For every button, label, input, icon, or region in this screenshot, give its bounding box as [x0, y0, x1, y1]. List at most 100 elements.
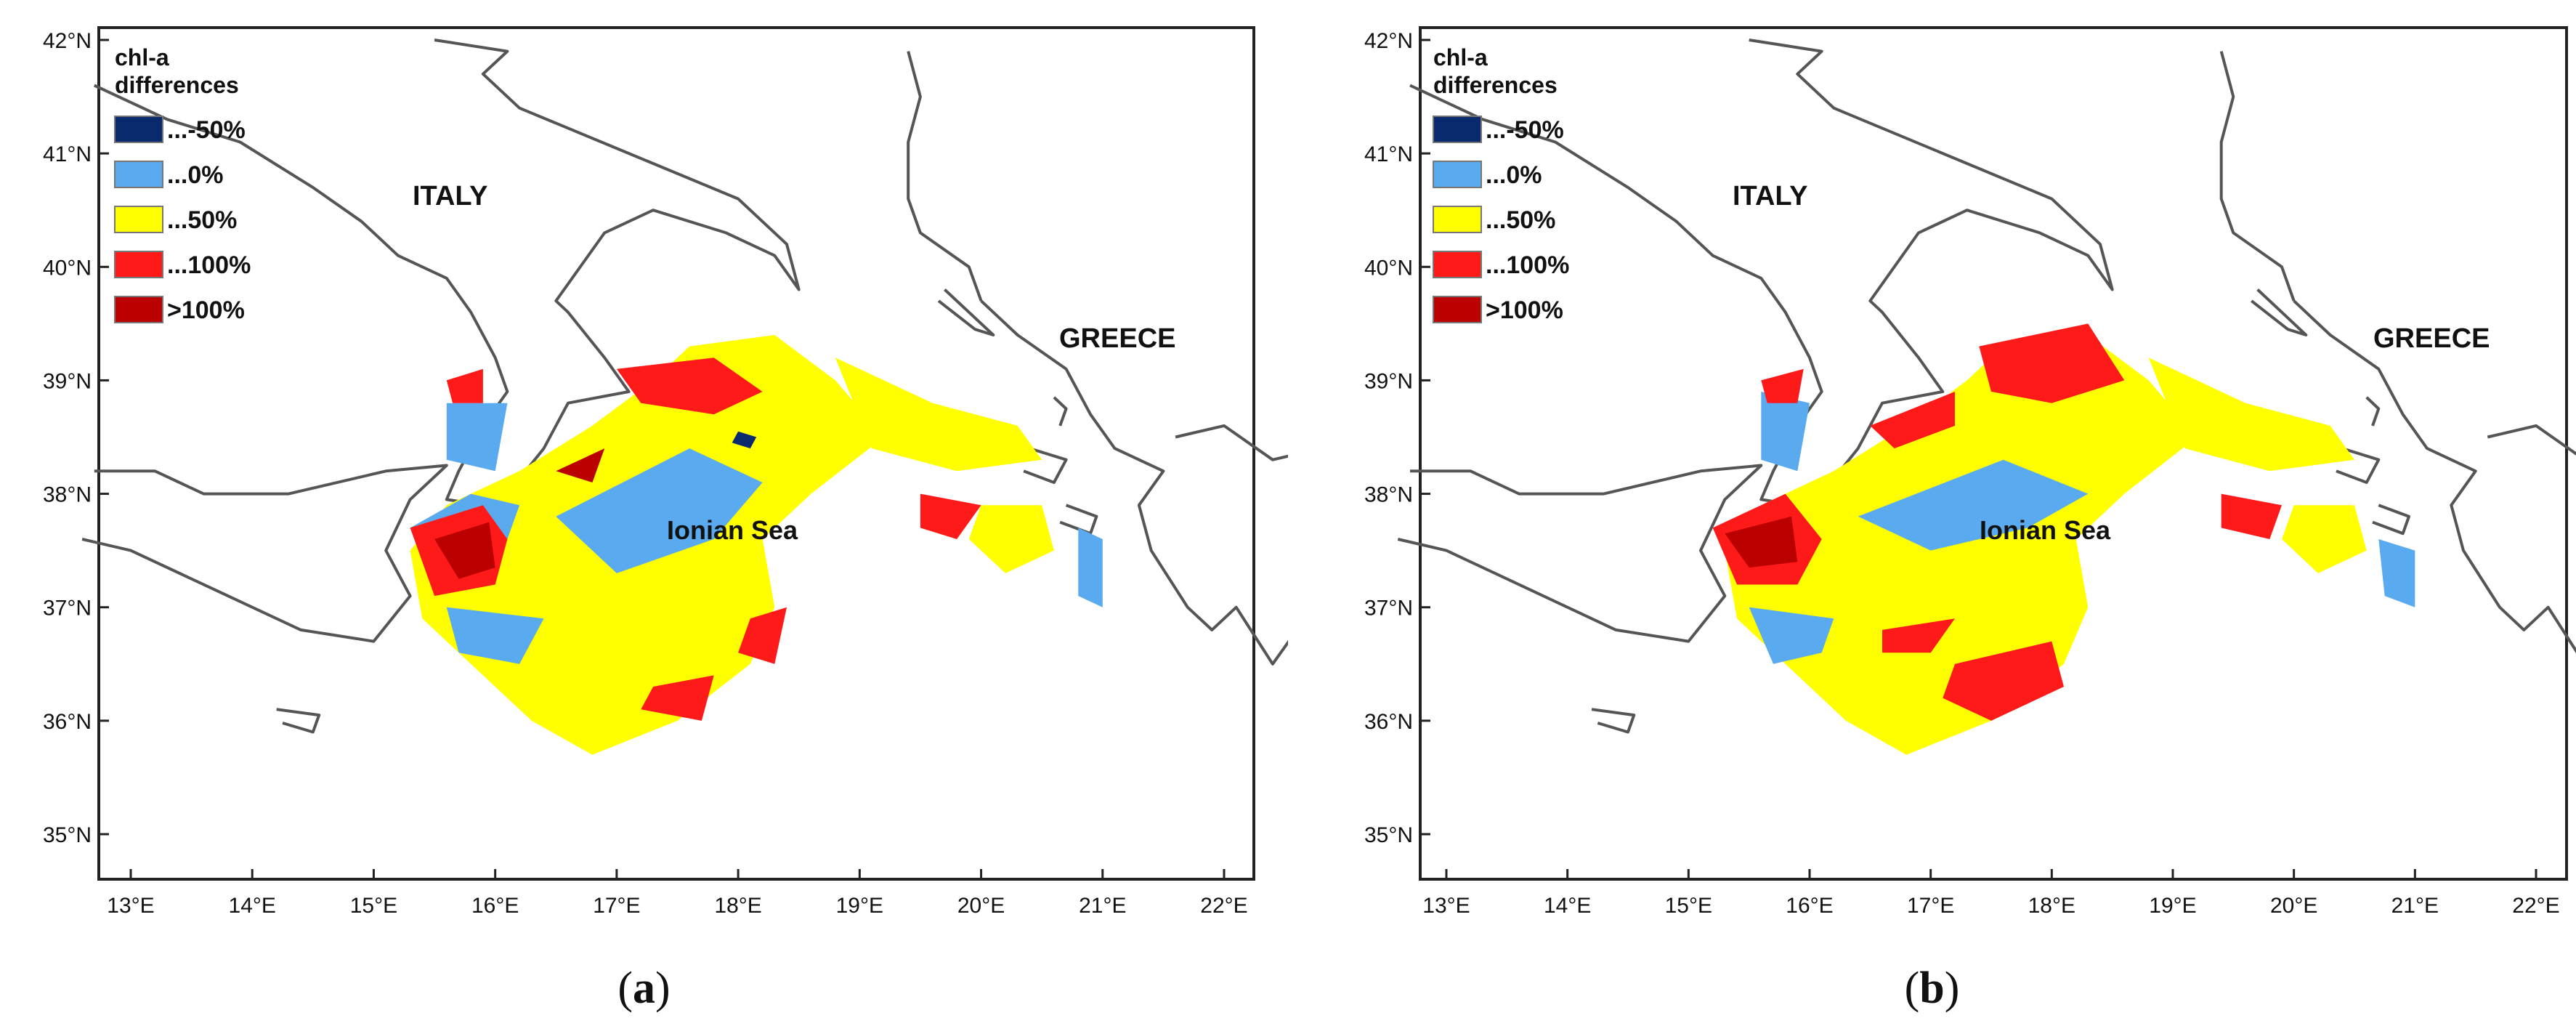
coastline — [81, 39, 1288, 734]
lat-tick-label: 38°N — [1364, 483, 1413, 507]
legend-swatch — [1433, 161, 1482, 188]
lon-tick-label: 13°E — [107, 894, 154, 918]
coastline-segment — [2219, 51, 2296, 302]
lon-tick-label: 16°E — [1786, 894, 1833, 918]
lon-tick-label: 19°E — [836, 894, 883, 918]
legend-item-label: ...-50% — [167, 116, 246, 144]
legend-item-label: >100% — [167, 296, 245, 324]
lat-tick-label: 41°N — [1364, 142, 1413, 166]
chl-difference-field — [1712, 323, 2415, 755]
red-region — [641, 675, 714, 721]
legend-item-label: ...100% — [1486, 251, 1569, 279]
legend-item-label: ...0% — [1486, 161, 1542, 189]
lon-tick-label: 17°E — [593, 894, 640, 918]
lon-tick-label: 13°E — [1422, 894, 1470, 918]
blue-region — [446, 607, 544, 664]
dark-red-region — [434, 522, 495, 579]
lat-tick-label: 40°N — [1364, 256, 1413, 280]
legend-swatch — [114, 161, 163, 188]
coastline-segment — [2336, 447, 2381, 484]
label-ionian-sea: Ionian Sea — [1980, 515, 2111, 545]
lat-tick-label: 37°N — [1364, 597, 1413, 621]
latitude-axis: 42°N 41°N 40°N 39°N 38°N 37°N 36°N 35°N — [1364, 29, 1430, 847]
red-region — [920, 493, 981, 539]
legend-item-label: ...0% — [167, 161, 223, 189]
legend-title-line1: chl-a — [1433, 44, 1488, 70]
coastline-segment — [2251, 288, 2308, 336]
latitude-axis: 42°N 41°N 40°N 39°N 38°N 37°N 36°N 35°N — [43, 29, 109, 847]
lon-tick-label: 22°E — [1200, 894, 1247, 918]
coastline-segment — [1023, 447, 1068, 484]
lon-tick-label: 20°E — [957, 894, 1005, 918]
blue-region — [1858, 459, 2089, 551]
longitude-axis: 13°E 14°E 15°E 16°E 17°E 18°E 19°E 20°E 21°E 22°E — [107, 869, 1248, 918]
legend-item-label: ...50% — [1486, 206, 1555, 234]
red-region — [1870, 392, 1955, 449]
caption-a: (a) — [617, 964, 671, 1013]
lon-tick-label: 14°E — [1544, 894, 1591, 918]
legend-item-label: ...50% — [167, 206, 237, 234]
lon-tick-label: 18°E — [714, 894, 761, 918]
lon-tick-label: 18°E — [2028, 894, 2075, 918]
lon-tick-label: 17°E — [1907, 894, 1954, 918]
label-italy: ITALY — [1733, 181, 1807, 211]
label-greece: GREECE — [2373, 323, 2490, 354]
legend-swatch — [1433, 116, 1482, 143]
lon-tick-label: 16°E — [471, 894, 519, 918]
lon-tick-label: 14°E — [229, 894, 276, 918]
legend-swatch — [114, 251, 163, 278]
lat-tick-label: 35°N — [1364, 823, 1413, 847]
coastline-segment — [937, 288, 995, 336]
red-region — [1761, 368, 1804, 403]
map-panel-b: chl-a differences ...-50% ...0% ...50% ...100… — [1288, 0, 2576, 1034]
lat-tick-label: 39°N — [1364, 369, 1413, 393]
blue-region — [556, 448, 763, 573]
chl-difference-field — [410, 335, 1103, 755]
blue-region — [1761, 392, 1810, 472]
red-region — [1882, 618, 1955, 653]
coastline-segment — [2365, 396, 2381, 427]
red-region — [2221, 493, 2282, 539]
longitude-axis: 13°E 14°E 15°E 16°E 17°E 18°E 19°E 20°E 21°E 22°E — [1422, 869, 2560, 918]
legend-swatch — [114, 116, 163, 143]
coastline-segment — [907, 51, 983, 302]
red-region — [616, 358, 763, 415]
lon-tick-label: 19°E — [2149, 894, 2196, 918]
legend-title-line2: differences — [1433, 72, 1558, 98]
coastline-segment — [1175, 424, 1288, 461]
legend-item-label: ...-50% — [1486, 116, 1564, 144]
yellow-region — [968, 505, 1054, 573]
lat-tick-label: 35°N — [43, 823, 92, 847]
red-region — [1943, 641, 2064, 721]
yellow-region — [1725, 335, 2198, 755]
lat-tick-label: 36°N — [43, 710, 92, 734]
legend-title-line2: differences — [115, 72, 239, 98]
dark-red-region — [1725, 516, 1798, 568]
lat-tick-label: 40°N — [43, 256, 92, 280]
coastline-segment — [1409, 39, 2114, 507]
legend-swatch — [114, 206, 163, 233]
coastline-segment — [2487, 424, 2576, 456]
label-italy: ITALY — [413, 181, 487, 211]
coastline-segment — [276, 708, 321, 734]
coastline-segment — [1591, 708, 1636, 734]
red-region — [1979, 323, 2125, 403]
coastline-segment — [2372, 504, 2410, 536]
blue-region — [2378, 539, 2415, 607]
lon-tick-label: 20°E — [2270, 894, 2317, 918]
lon-tick-label: 21°E — [2391, 894, 2439, 918]
blue-region — [1078, 528, 1103, 607]
blue-region — [1749, 607, 1834, 664]
red-region — [446, 368, 483, 403]
lat-tick-label: 38°N — [43, 483, 92, 507]
dark-blue-region — [732, 431, 757, 449]
dark-red-region — [556, 448, 605, 482]
coastline-segment — [1397, 464, 1763, 643]
yellow-region — [2148, 358, 2354, 472]
lat-tick-label: 37°N — [43, 597, 92, 621]
lat-tick-label: 39°N — [43, 369, 92, 393]
